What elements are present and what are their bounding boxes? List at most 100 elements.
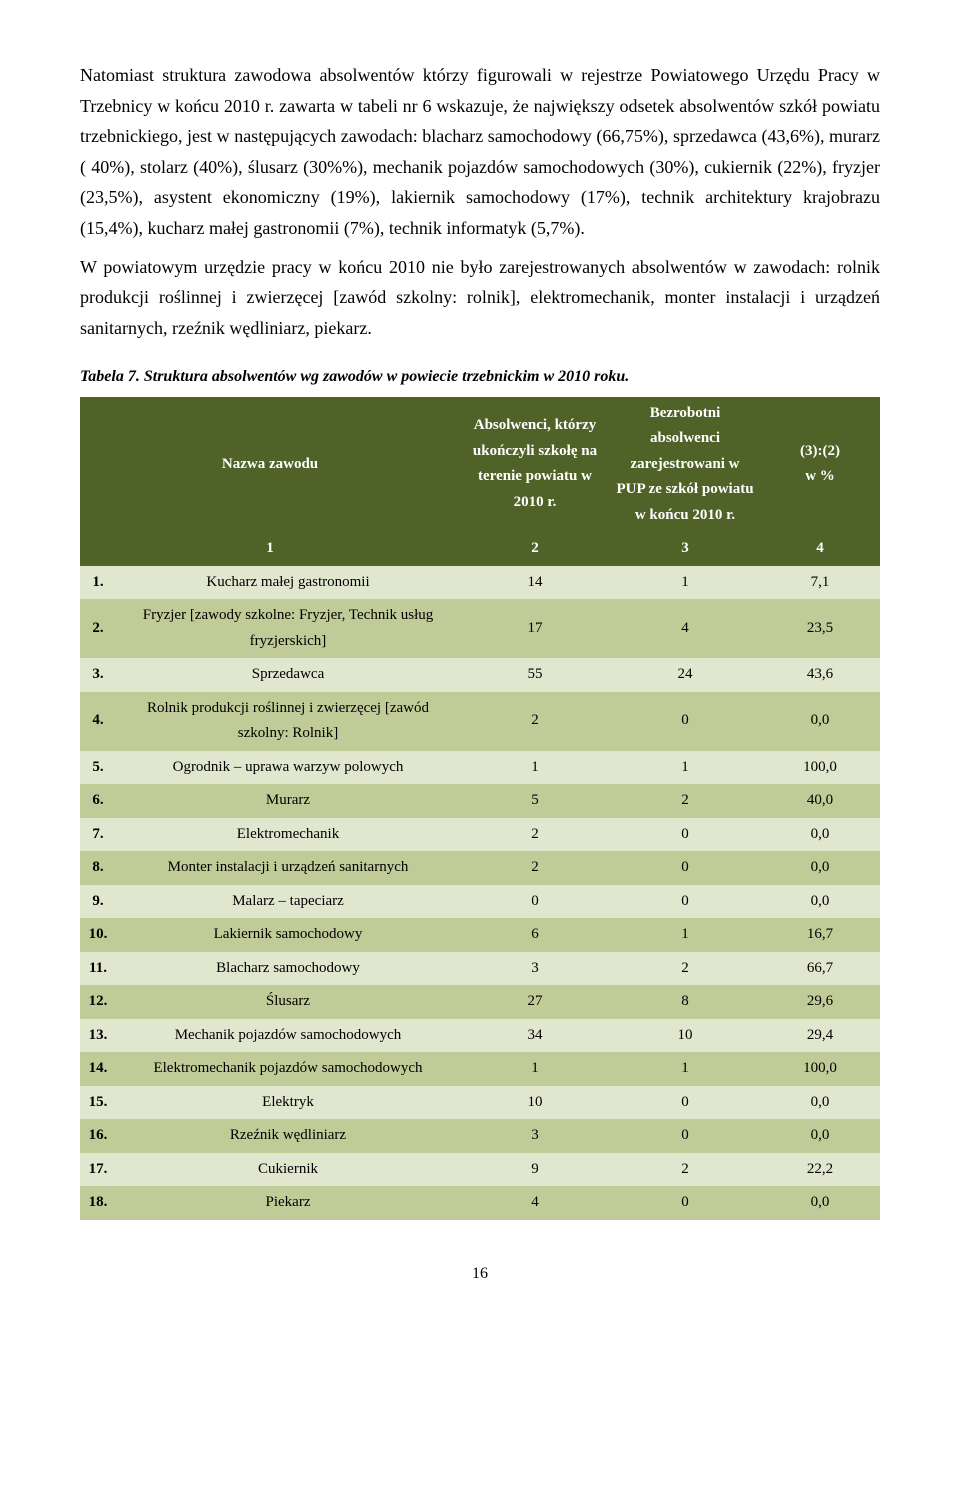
table-row: 3.Sprzedawca552443,6 <box>80 658 880 692</box>
row-graduates: 2 <box>460 851 610 885</box>
row-percent: 16,7 <box>760 918 880 952</box>
row-graduates: 4 <box>460 1186 610 1220</box>
row-number: 11. <box>80 952 116 986</box>
table-row: 4.Rolnik produkcji roślinnej i zwierzęce… <box>80 692 880 751</box>
row-unemployed: 0 <box>610 692 760 751</box>
row-occupation-name: Cukiernik <box>116 1153 460 1187</box>
table-row: 18.Piekarz400,0 <box>80 1186 880 1220</box>
row-percent: 7,1 <box>760 566 880 600</box>
row-number: 12. <box>80 985 116 1019</box>
row-graduates: 10 <box>460 1086 610 1120</box>
table-row: 7.Elektromechanik200,0 <box>80 818 880 852</box>
row-percent: 66,7 <box>760 952 880 986</box>
table-row: 8.Monter instalacji i urządzeń sanitarny… <box>80 851 880 885</box>
row-graduates: 14 <box>460 566 610 600</box>
table-caption: Tabela 7. Struktura absolwentów wg zawod… <box>80 363 880 390</box>
row-occupation-name: Elektryk <box>116 1086 460 1120</box>
row-unemployed: 1 <box>610 566 760 600</box>
table-row: 13.Mechanik pojazdów samochodowych341029… <box>80 1019 880 1053</box>
row-occupation-name: Ślusarz <box>116 985 460 1019</box>
row-unemployed: 0 <box>610 851 760 885</box>
row-graduates: 9 <box>460 1153 610 1187</box>
table-row: 10.Lakiernik samochodowy6116,7 <box>80 918 880 952</box>
table-row: 15.Elektryk1000,0 <box>80 1086 880 1120</box>
row-graduates: 5 <box>460 784 610 818</box>
table-header-row: Nazwa zawodu Absolwenci, którzy ukończyl… <box>80 397 880 533</box>
row-unemployed: 4 <box>610 599 760 658</box>
row-occupation-name: Mechanik pojazdów samochodowych <box>116 1019 460 1053</box>
row-unemployed: 0 <box>610 818 760 852</box>
table-colnum-3: 3 <box>610 532 760 566</box>
row-unemployed: 0 <box>610 1119 760 1153</box>
table-header-grads: Absolwenci, którzy ukończyli szkołę na t… <box>460 397 610 533</box>
row-unemployed: 24 <box>610 658 760 692</box>
row-occupation-name: Elektromechanik pojazdów samochodowych <box>116 1052 460 1086</box>
body-paragraph-1: Natomiast struktura zawodowa absolwentów… <box>80 60 880 244</box>
table-row: 5.Ogrodnik – uprawa warzyw polowych11100… <box>80 751 880 785</box>
row-percent: 29,4 <box>760 1019 880 1053</box>
row-graduates: 1 <box>460 1052 610 1086</box>
row-unemployed: 0 <box>610 1086 760 1120</box>
row-number: 9. <box>80 885 116 919</box>
row-number: 1. <box>80 566 116 600</box>
row-occupation-name: Piekarz <box>116 1186 460 1220</box>
row-unemployed: 0 <box>610 1186 760 1220</box>
row-number: 7. <box>80 818 116 852</box>
table-header-unemp: Bezrobotni absolwenci zarejestrowani w P… <box>610 397 760 533</box>
row-unemployed: 2 <box>610 784 760 818</box>
page-number: 16 <box>80 1260 880 1287</box>
table-row: 14.Elektromechanik pojazdów samochodowyc… <box>80 1052 880 1086</box>
table-row: 12.Ślusarz27829,6 <box>80 985 880 1019</box>
row-percent: 22,2 <box>760 1153 880 1187</box>
row-percent: 0,0 <box>760 885 880 919</box>
row-percent: 0,0 <box>760 1086 880 1120</box>
row-graduates: 17 <box>460 599 610 658</box>
row-unemployed: 1 <box>610 751 760 785</box>
row-graduates: 2 <box>460 692 610 751</box>
row-number: 3. <box>80 658 116 692</box>
row-percent: 0,0 <box>760 818 880 852</box>
row-number: 13. <box>80 1019 116 1053</box>
row-unemployed: 1 <box>610 918 760 952</box>
row-unemployed: 8 <box>610 985 760 1019</box>
row-unemployed: 10 <box>610 1019 760 1053</box>
row-unemployed: 0 <box>610 885 760 919</box>
row-number: 4. <box>80 692 116 751</box>
row-unemployed: 2 <box>610 952 760 986</box>
row-occupation-name: Monter instalacji i urządzeń sanitarnych <box>116 851 460 885</box>
row-graduates: 27 <box>460 985 610 1019</box>
table-row: 17.Cukiernik9222,2 <box>80 1153 880 1187</box>
row-occupation-name: Kucharz małej gastronomii <box>116 566 460 600</box>
row-number: 16. <box>80 1119 116 1153</box>
row-graduates: 3 <box>460 952 610 986</box>
table-row: 2.Fryzjer [zawody szkolne: Fryzjer, Tech… <box>80 599 880 658</box>
row-graduates: 0 <box>460 885 610 919</box>
row-graduates: 3 <box>460 1119 610 1153</box>
table-colnum-2: 2 <box>460 532 610 566</box>
body-paragraph-2: W powiatowym urzędzie pracy w końcu 2010… <box>80 252 880 344</box>
row-graduates: 1 <box>460 751 610 785</box>
row-percent: 0,0 <box>760 1119 880 1153</box>
row-number: 17. <box>80 1153 116 1187</box>
occupations-table: Nazwa zawodu Absolwenci, którzy ukończyl… <box>80 397 880 1220</box>
row-percent: 100,0 <box>760 1052 880 1086</box>
table-row: 6.Murarz5240,0 <box>80 784 880 818</box>
row-number: 6. <box>80 784 116 818</box>
row-percent: 43,6 <box>760 658 880 692</box>
row-occupation-name: Malarz – tapeciarz <box>116 885 460 919</box>
row-number: 2. <box>80 599 116 658</box>
table-header-pct: (3):(2) w % <box>760 397 880 533</box>
table-row: 11.Blacharz samochodowy3266,7 <box>80 952 880 986</box>
table-colnum-row: 1 2 3 4 <box>80 532 880 566</box>
row-graduates: 2 <box>460 818 610 852</box>
row-percent: 0,0 <box>760 1186 880 1220</box>
row-percent: 100,0 <box>760 751 880 785</box>
table-row: 9.Malarz – tapeciarz000,0 <box>80 885 880 919</box>
row-graduates: 6 <box>460 918 610 952</box>
row-occupation-name: Ogrodnik – uprawa warzyw polowych <box>116 751 460 785</box>
row-number: 10. <box>80 918 116 952</box>
row-occupation-name: Rolnik produkcji roślinnej i zwierzęcej … <box>116 692 460 751</box>
row-graduates: 34 <box>460 1019 610 1053</box>
row-occupation-name: Elektromechanik <box>116 818 460 852</box>
row-percent: 29,6 <box>760 985 880 1019</box>
